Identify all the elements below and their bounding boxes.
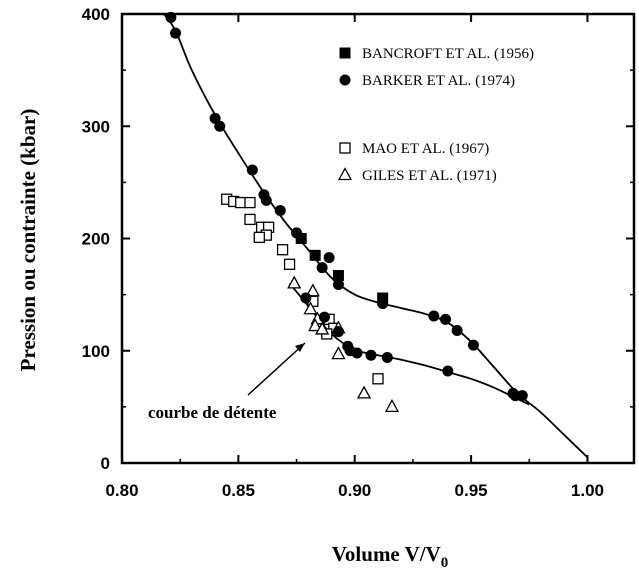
data-point-open-square <box>253 231 265 244</box>
annotation-arrow-line <box>247 342 306 396</box>
data-point-filled-circle <box>442 365 454 377</box>
series-filled-circle <box>165 11 528 402</box>
data-point-filled-circle <box>451 325 463 337</box>
data-point-open-triangle <box>287 275 302 289</box>
y-tick-label: 200 <box>82 230 110 249</box>
data-point-filled-circle <box>323 252 335 264</box>
data-point-filled-square <box>295 233 307 244</box>
data-point-filled-circle <box>246 164 258 176</box>
data-point-open-triangle <box>305 283 320 297</box>
data-point-filled-circle <box>332 326 344 338</box>
data-point-filled-circle <box>381 351 393 363</box>
legend-label: GILES ET AL. (1971) <box>362 168 497 184</box>
x-axis-title-subscript: 0 <box>441 555 449 571</box>
data-point-open-square <box>244 213 256 226</box>
data-point-open-triangle <box>384 399 400 413</box>
data-point-filled-circle <box>351 347 363 359</box>
release-curve <box>288 282 530 406</box>
data-point-open-triangle <box>356 385 372 399</box>
x-tick-label: 0.85 <box>222 481 255 500</box>
annotation-arrow-head <box>295 343 305 352</box>
legend-entry: MAO ET AL. (1967) <box>339 141 489 157</box>
data-point-filled-circle <box>516 390 528 402</box>
data-point-open-square <box>372 373 384 385</box>
x-axis-title: Volume V/V0 <box>332 542 449 571</box>
data-point-filled-circle <box>467 339 479 351</box>
data-point-open-triangle <box>303 301 318 315</box>
data-point-filled-circle <box>332 279 344 291</box>
legend-entry: BANCROFT ET AL. (1956) <box>339 46 534 62</box>
data-point-filled-circle <box>170 27 182 39</box>
x-tick-label: 1.00 <box>571 481 604 500</box>
legend-marker-open-triangle <box>337 167 353 181</box>
x-tick-label: 0.95 <box>455 481 488 500</box>
y-tick-label: 400 <box>82 5 110 24</box>
data-point-open-square <box>283 258 296 270</box>
data-point-open-square <box>235 196 247 209</box>
x-axis-title-main: Volume V/V <box>332 542 441 566</box>
data-point-open-square <box>276 244 289 256</box>
data-point-filled-circle <box>291 227 303 239</box>
x-tick-label: 0.90 <box>338 481 371 500</box>
legend-entry: GILES ET AL. (1971) <box>337 167 497 184</box>
data-point-filled-circle <box>365 349 377 361</box>
data-point-filled-circle <box>377 298 389 310</box>
data-point-open-triangle <box>315 321 330 335</box>
data-point-filled-circle <box>439 313 451 325</box>
data-point-filled-circle <box>316 262 328 274</box>
y-axis-title: Pression ou contrainte (kbar) <box>16 109 40 372</box>
axis-ticks: 0.80 0.85 0.90 0.95 1.00 0 100 200 300 400 <box>82 5 634 500</box>
series-filled-square <box>295 233 389 304</box>
data-point-filled-circle <box>428 310 440 322</box>
data-points <box>165 11 528 413</box>
y-tick-label: 300 <box>82 117 110 136</box>
data-point-open-square <box>244 196 256 209</box>
data-point-filled-square <box>309 249 321 261</box>
legend: BANCROFT ET AL. (1956) BARKER ET AL. (197… <box>337 46 534 184</box>
legend-entry: BARKER ET AL. (1974) <box>339 73 515 89</box>
data-point-open-triangle <box>308 318 323 332</box>
legend-marker-filled-circle <box>339 74 351 86</box>
data-point-filled-circle <box>260 194 272 206</box>
data-point-filled-square <box>377 292 389 304</box>
x-tick-label: 0.80 <box>105 481 138 500</box>
legend-marker-filled-square <box>339 47 351 59</box>
data-point-filled-circle <box>274 204 286 216</box>
data-point-open-triangle <box>331 346 346 360</box>
legend-marker-open-square <box>339 142 351 154</box>
data-point-filled-circle <box>214 120 226 132</box>
y-tick-label: 100 <box>82 342 110 361</box>
legend-label: MAO ET AL. (1967) <box>362 141 489 157</box>
data-point-filled-circle <box>318 311 330 323</box>
data-point-filled-circle <box>300 292 312 304</box>
legend-label: BARKER ET AL. (1974) <box>362 73 515 89</box>
legend-label: BANCROFT ET AL. (1956) <box>362 46 534 62</box>
annotation-label: courbe de détente <box>148 403 277 422</box>
y-tick-label: 0 <box>101 454 110 473</box>
data-point-filled-square <box>332 270 344 282</box>
